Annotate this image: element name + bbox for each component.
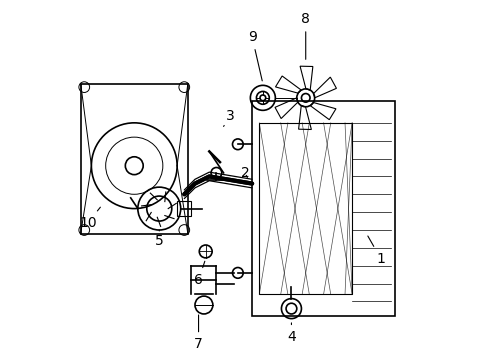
Text: 5: 5 xyxy=(155,230,164,248)
Text: 3: 3 xyxy=(223,109,235,126)
Text: 4: 4 xyxy=(287,323,296,344)
Text: 9: 9 xyxy=(248,30,262,81)
Text: 8: 8 xyxy=(301,12,310,59)
Text: 2: 2 xyxy=(241,166,249,180)
Text: 1: 1 xyxy=(368,236,385,266)
Text: 10: 10 xyxy=(79,207,100,230)
Text: 6: 6 xyxy=(194,261,205,287)
Circle shape xyxy=(125,157,143,175)
Text: 7: 7 xyxy=(194,315,203,351)
